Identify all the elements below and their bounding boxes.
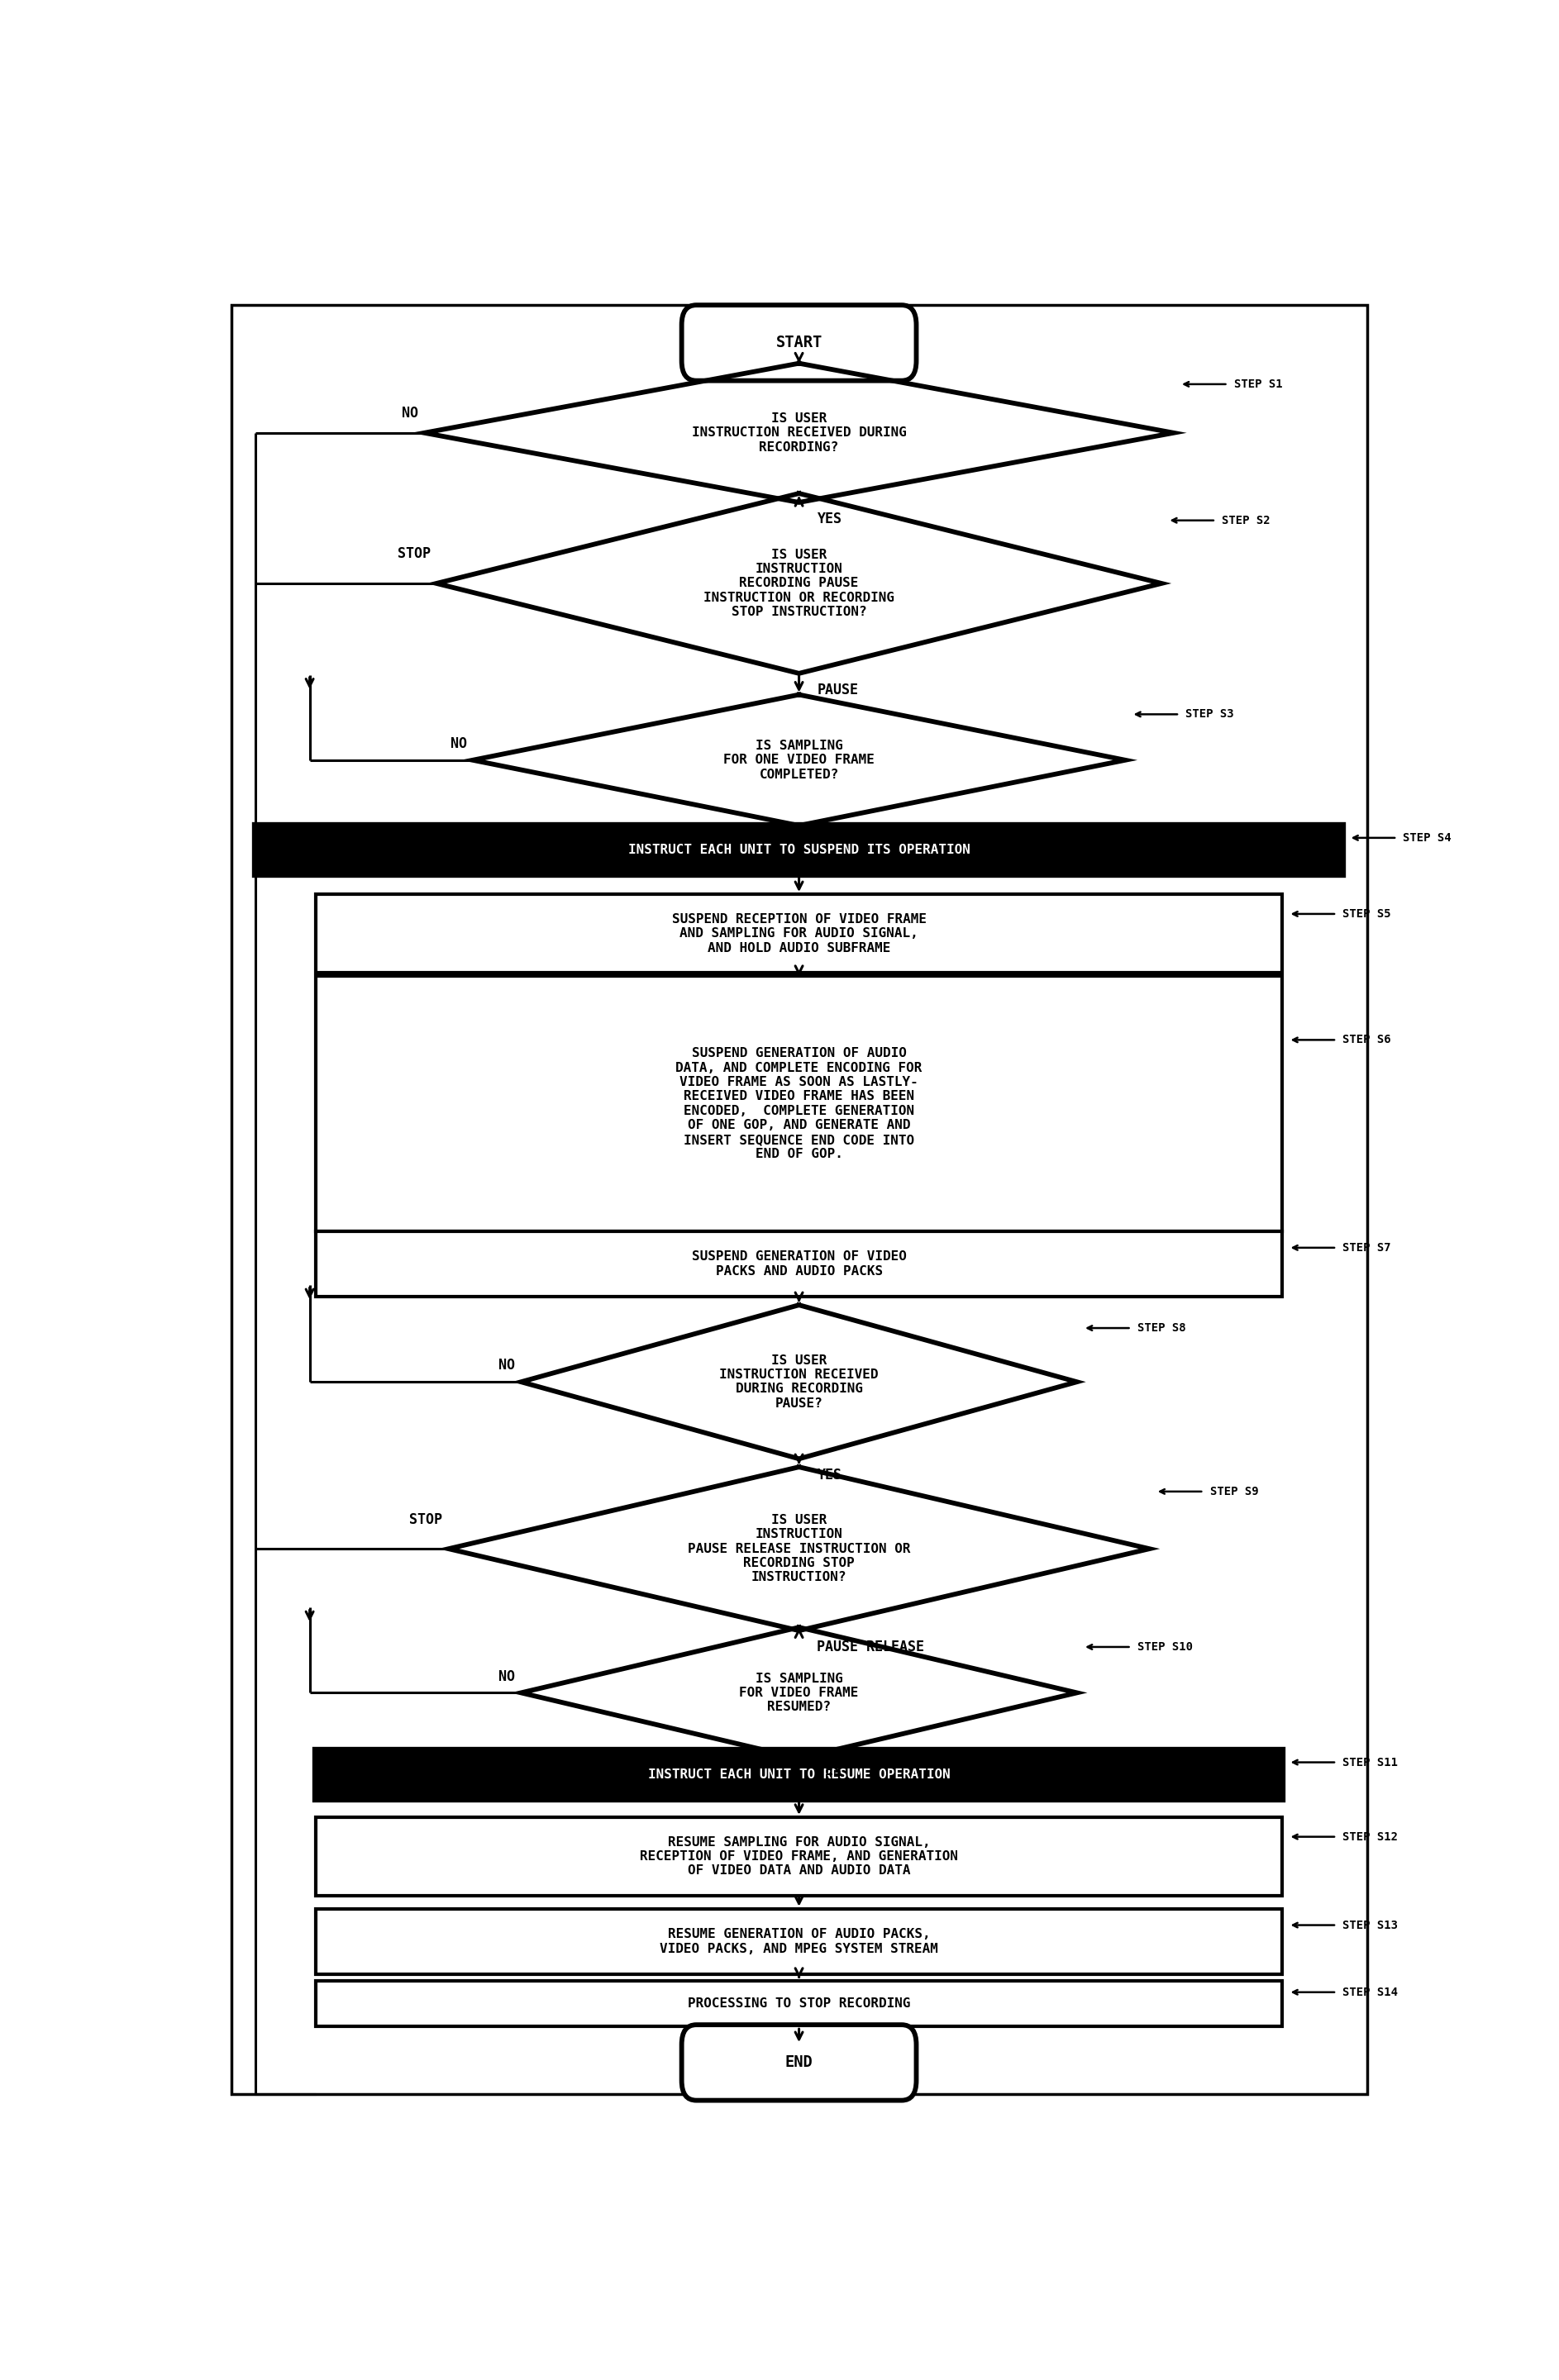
Polygon shape (472, 695, 1126, 826)
Bar (315, 1749, 1283, 1799)
Text: NO: NO (499, 1359, 514, 1373)
Text: YES: YES (817, 1764, 842, 1778)
Text: STEP S5: STEP S5 (1342, 909, 1391, 919)
Polygon shape (521, 1628, 1077, 1759)
Text: STEP S7: STEP S7 (1342, 1242, 1391, 1254)
Text: IS USER
INSTRUCTION
RECORDING PAUSE
INSTRUCTION OR RECORDING
STOP INSTRUCTION?: IS USER INSTRUCTION RECORDING PAUSE INST… (703, 547, 895, 619)
Text: IS USER
INSTRUCTION
PAUSE RELEASE INSTRUCTION OR
RECORDING STOP
INSTRUCTION?: IS USER INSTRUCTION PAUSE RELEASE INSTRU… (688, 1514, 910, 1583)
Text: PAUSE RELEASE: PAUSE RELEASE (817, 1640, 924, 1654)
Bar (315, 1230, 1283, 1297)
Text: SUSPEND GENERATION OF VIDEO
PACKS AND AUDIO PACKS: SUSPEND GENERATION OF VIDEO PACKS AND AU… (692, 1250, 906, 1278)
Polygon shape (424, 364, 1174, 502)
Polygon shape (437, 493, 1161, 674)
Text: START: START (776, 336, 822, 350)
Text: STOP: STOP (410, 1511, 443, 1528)
Text: IS SAMPLING
FOR ONE VIDEO FRAME
COMPLETED?: IS SAMPLING FOR ONE VIDEO FRAME COMPLETE… (723, 740, 875, 781)
Text: INSTRUCT EACH UNIT TO SUSPEND ITS OPERATION: INSTRUCT EACH UNIT TO SUSPEND ITS OPERAT… (628, 845, 970, 857)
Text: SUSPEND GENERATION OF AUDIO
DATA, AND COMPLETE ENCODING FOR
VIDEO FRAME AS SOON : SUSPEND GENERATION OF AUDIO DATA, AND CO… (675, 1047, 923, 1159)
Text: PAUSE: PAUSE (817, 683, 859, 697)
Polygon shape (449, 1466, 1149, 1630)
Text: STEP S8: STEP S8 (1138, 1323, 1186, 1333)
Text: RESUME GENERATION OF AUDIO PACKS,
VIDEO PACKS, AND MPEG SYSTEM STREAM: RESUME GENERATION OF AUDIO PACKS, VIDEO … (659, 1928, 939, 1954)
FancyBboxPatch shape (681, 305, 917, 381)
Text: STEP S11: STEP S11 (1342, 1756, 1398, 1768)
Text: IS USER
INSTRUCTION RECEIVED
DURING RECORDING
PAUSE?: IS USER INSTRUCTION RECEIVED DURING RECO… (719, 1354, 879, 1409)
Text: IS USER
INSTRUCTION RECEIVED DURING
RECORDING?: IS USER INSTRUCTION RECEIVED DURING RECO… (692, 412, 906, 455)
Text: STEP S10: STEP S10 (1138, 1642, 1193, 1652)
Text: STEP S9: STEP S9 (1210, 1485, 1258, 1497)
Text: IS SAMPLING
FOR VIDEO FRAME
RESUMED?: IS SAMPLING FOR VIDEO FRAME RESUMED? (739, 1673, 859, 1714)
Bar (315, 1818, 1283, 1894)
Text: STEP S2: STEP S2 (1222, 514, 1271, 526)
Bar (256, 826, 1342, 873)
Text: PROCESSING TO STOP RECORDING: PROCESSING TO STOP RECORDING (688, 1997, 910, 2009)
Text: NO: NO (451, 735, 466, 752)
Bar (315, 895, 1283, 973)
Text: STEP S6: STEP S6 (1342, 1035, 1391, 1045)
Bar (315, 976, 1283, 1230)
Text: YES: YES (817, 831, 842, 845)
Text: STOP: STOP (398, 547, 430, 562)
Bar (315, 1980, 1283, 2025)
Polygon shape (521, 1304, 1077, 1459)
Text: STEP S14: STEP S14 (1342, 1987, 1398, 1997)
Text: STEP S12: STEP S12 (1342, 1830, 1398, 1842)
Text: NO: NO (499, 1668, 514, 1685)
Bar (315, 1909, 1283, 1973)
Text: SUSPEND RECEPTION OF VIDEO FRAME
AND SAMPLING FOR AUDIO SIGNAL,
AND HOLD AUDIO S: SUSPEND RECEPTION OF VIDEO FRAME AND SAM… (672, 914, 926, 954)
Text: STEP S13: STEP S13 (1342, 1918, 1398, 1930)
Text: RESUME SAMPLING FOR AUDIO SIGNAL,
RECEPTION OF VIDEO FRAME, AND GENERATION
OF VI: RESUME SAMPLING FOR AUDIO SIGNAL, RECEPT… (639, 1835, 959, 1878)
Text: END: END (786, 2054, 812, 2071)
Text: INSTRUCT EACH UNIT TO RESUME OPERATION: INSTRUCT EACH UNIT TO RESUME OPERATION (649, 1768, 949, 1780)
FancyBboxPatch shape (681, 2025, 917, 2102)
Text: NO: NO (402, 405, 418, 421)
Text: YES: YES (817, 512, 842, 526)
Text: YES: YES (817, 1468, 842, 1483)
Text: STEP S3: STEP S3 (1186, 709, 1235, 721)
Text: STEP S4: STEP S4 (1403, 833, 1451, 843)
Text: STEP S1: STEP S1 (1235, 378, 1283, 390)
